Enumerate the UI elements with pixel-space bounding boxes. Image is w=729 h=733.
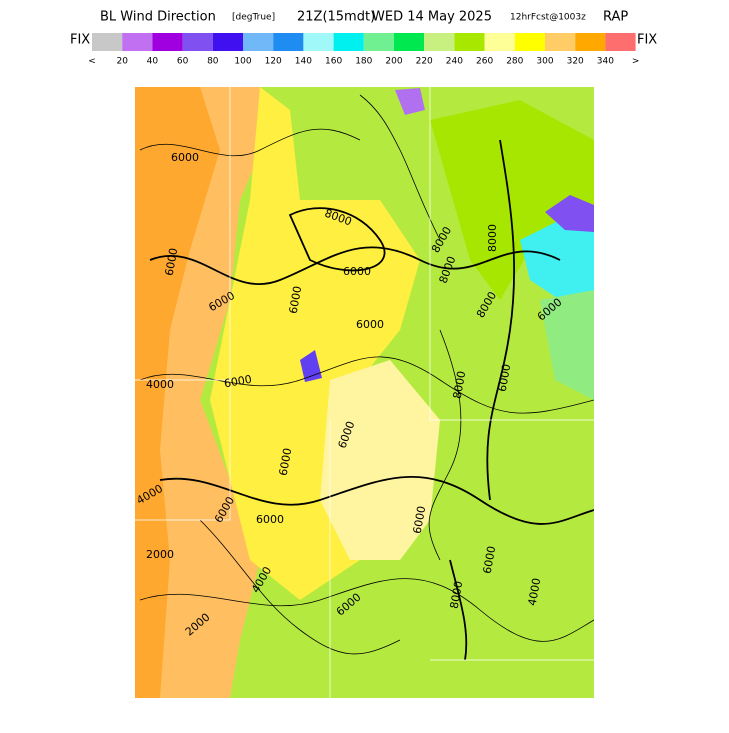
contour-line [486, 139, 516, 501]
state-boundary [135, 87, 594, 698]
legend-swatch [454, 33, 485, 51]
contour-line [199, 519, 401, 655]
legend-tick-label: 160 [325, 57, 342, 67]
legend-tick-label: 120 [265, 57, 282, 67]
contour-line [139, 356, 594, 414]
legend-swatch [92, 33, 123, 51]
legend-tick-label: 140 [295, 57, 312, 67]
title-text: BL Wind Direction [100, 10, 216, 25]
contour-label: 6000 [223, 373, 253, 391]
contour-label: 6000 [256, 513, 284, 526]
legend-swatch [122, 33, 153, 51]
contour-line [149, 246, 561, 286]
title-forecast: 12hrFcst@1003z [510, 13, 586, 23]
region-purple [545, 195, 594, 232]
contour-label: 4000 [146, 378, 174, 391]
contour-label: 6000 [356, 318, 384, 331]
region-pale-yellow [320, 360, 440, 560]
contour-label: 8000 [486, 224, 499, 252]
region-purple-north [395, 88, 425, 115]
legend: FIX FIX <20 40 60 80 100 120 140 160 180 200 220 24… [70, 33, 657, 67]
legend-tick-label: 20 [116, 57, 128, 67]
legend-swatch [182, 33, 213, 51]
title-date: WED 14 May 2025 [372, 10, 492, 25]
title-model: RAP [603, 10, 628, 25]
legend-swatch [303, 33, 334, 51]
legend-swatch [424, 33, 455, 51]
legend-swatch [273, 33, 304, 51]
contour-label: 4000 [526, 577, 544, 607]
legend-tick-label: > [632, 57, 640, 67]
map-area [135, 87, 594, 698]
legend-swatch [605, 33, 636, 51]
contour-label: 8000 [451, 370, 469, 400]
region-light-green [540, 290, 594, 400]
contour-label: 8000 [448, 580, 466, 610]
legend-right-label: FIX [637, 33, 657, 48]
legend-tick-label: 240 [446, 57, 463, 67]
contour-label: 6000 [277, 447, 295, 477]
legend-swatch [333, 33, 364, 51]
title-units: [degTrue] [232, 13, 275, 23]
contour-line [139, 128, 361, 157]
contour-label: 6000 [481, 545, 499, 575]
region-orange-dark [135, 87, 220, 698]
legend-tick-label: 260 [476, 57, 493, 67]
legend-swatch [152, 33, 183, 51]
contour-label: 6000 [496, 363, 514, 393]
contour-label: 6000 [171, 151, 199, 164]
contour-line [359, 94, 441, 241]
legend-swatch [212, 33, 243, 51]
legend-swatch [514, 33, 545, 51]
legend-left-label: FIX [70, 33, 90, 48]
title-time: 21Z(15mdt) [297, 10, 375, 25]
contour-label: 6000 [411, 505, 429, 535]
region-green [430, 100, 594, 300]
legend-tick-label: 40 [147, 57, 159, 67]
contour-label: 2000 [146, 548, 174, 561]
legend-tick-label: 220 [416, 57, 433, 67]
legend-tick-label: < [88, 57, 96, 67]
contour-line [139, 578, 594, 642]
contour-line [428, 329, 462, 561]
legend-swatch [484, 33, 515, 51]
contour-line [288, 207, 386, 272]
contour-line [449, 559, 468, 661]
legend-tick-label: 80 [207, 57, 219, 67]
legend-tick-label: 340 [597, 57, 614, 67]
legend-tick-label: 300 [536, 57, 553, 67]
legend-swatch [545, 33, 576, 51]
legend-swatch [575, 33, 606, 51]
legend-tick-label: 280 [506, 57, 523, 67]
legend-tick-label: 60 [177, 57, 189, 67]
legend-tick-label: 180 [355, 57, 372, 67]
legend-tick-label: 200 [385, 57, 402, 67]
region-cyan [520, 220, 594, 300]
title: BL Wind Direction [degTrue] 21Z(15mdt) W… [100, 10, 628, 25]
legend-tick-label: 100 [234, 57, 251, 67]
legend-swatch [363, 33, 394, 51]
contour-label: 6000 [287, 285, 305, 315]
legend-tick-label: 320 [567, 57, 584, 67]
contour-line [159, 476, 594, 525]
contour-label: 6000 [343, 265, 371, 278]
legend-swatch [394, 33, 425, 51]
contour-label: 6000 [163, 247, 181, 277]
legend-swatch [243, 33, 274, 51]
